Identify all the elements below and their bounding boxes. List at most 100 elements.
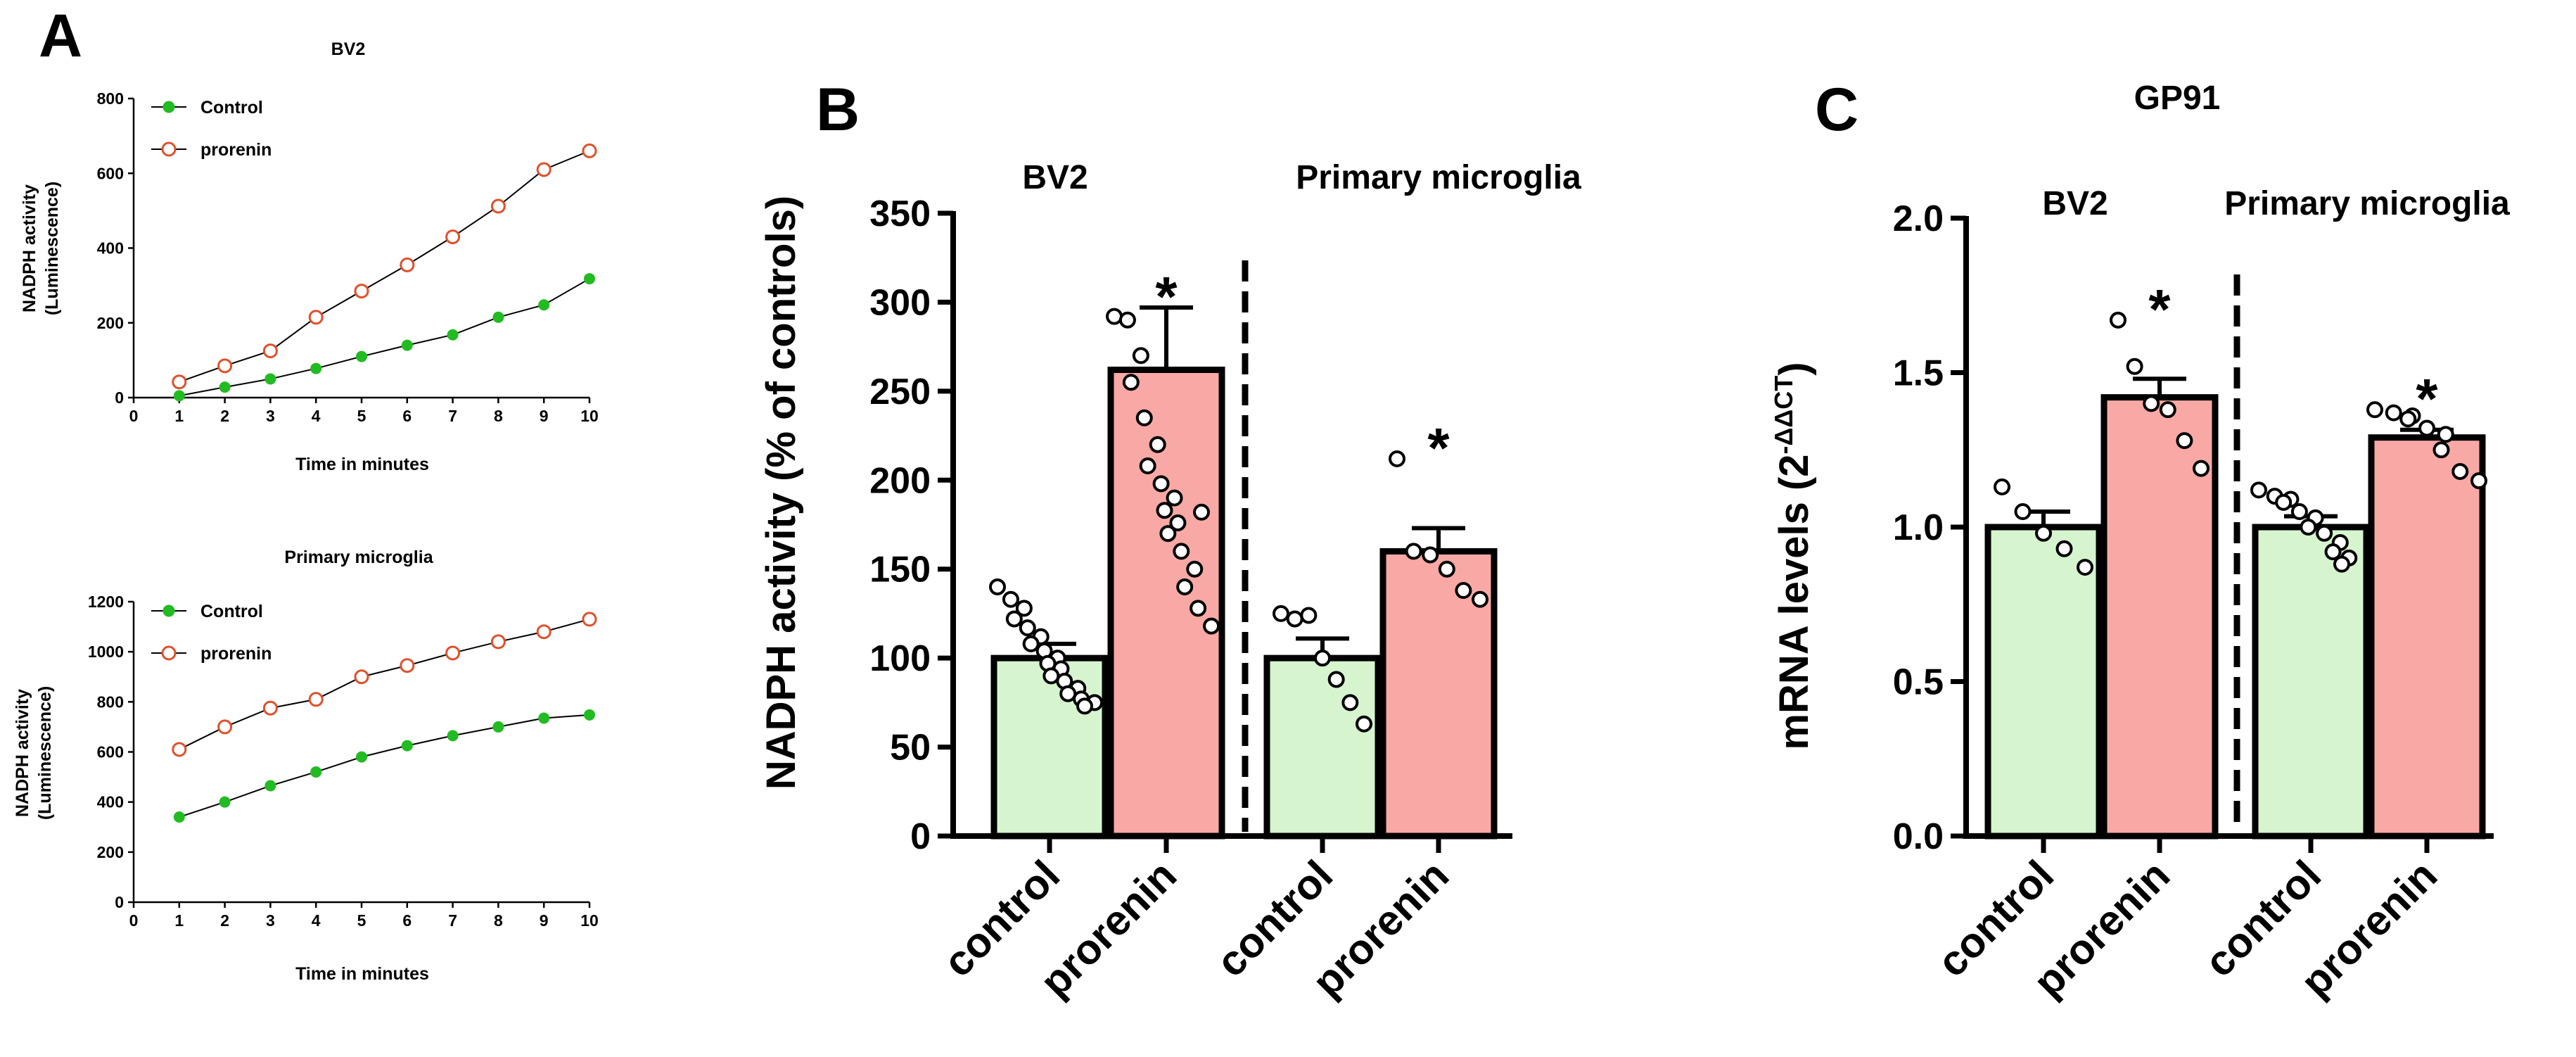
chart-a1-point-control	[219, 381, 231, 393]
chart-a1-point-control	[310, 362, 322, 374]
chart-b-data-point	[1314, 650, 1331, 667]
chart-b-data-point	[1122, 374, 1140, 391]
chart-c-data-point	[2143, 395, 2160, 412]
chart-c-data-point	[2324, 543, 2342, 561]
chart-a1: BV2 0 200 400 600 800 0 1 2 3 4 5 6 7 8 9 10 NADPH acti…	[20, 39, 599, 474]
chart-b-ytick-label: 300	[869, 282, 931, 323]
chart-c-data-point	[2290, 503, 2308, 521]
chart-a2-xtick-label: 6	[402, 911, 412, 930]
chart-a1-ytick-label: 400	[97, 239, 124, 258]
chart-a1-xtick-label: 4	[312, 407, 321, 425]
chart-b-data-point	[1203, 617, 1220, 635]
chart-c-ytick-label: 2.0	[1893, 198, 1944, 239]
chart-a2-xtick-label: 7	[448, 911, 457, 930]
chart-a1-ytick-label: 200	[97, 314, 124, 332]
panel-letter-b: B	[816, 76, 860, 144]
chart-a2-xtick-label: 2	[220, 911, 229, 930]
legend-prorenin-label: prorenin	[200, 140, 272, 160]
chart-a2-series-prorenin-line	[179, 618, 590, 750]
chart-c-data-point	[2126, 357, 2143, 375]
chart-a2-ytick-label: 400	[97, 793, 124, 811]
chart-a1-xtick-label: 10	[580, 407, 599, 425]
chart-b-data-point	[1156, 502, 1173, 519]
chart-c-data-point	[2055, 540, 2073, 557]
chart-b-data-point	[1327, 671, 1345, 688]
legend-prorenin-marker	[161, 141, 177, 157]
chart-b-data-point	[1190, 600, 1207, 617]
chart-c-ytick-label: 0.0	[1893, 816, 1944, 857]
chart-b-data-point	[1132, 347, 1149, 365]
chart-c-data-point	[2385, 404, 2402, 422]
chart-c-group-primary: Primary microglia	[2224, 185, 2510, 222]
chart-a2-point-prorenin	[582, 612, 597, 627]
chart-a2-point-prorenin	[262, 700, 278, 716]
chart-b-ytick-label: 0	[910, 816, 931, 857]
chart-b-data-point	[1159, 525, 1177, 543]
chart-b-ytick-label: 200	[869, 460, 931, 501]
chart-a2: Primary microglia 0 200 400 600 800 1000 1200 0…	[13, 548, 599, 984]
legend-prorenin-label: prorenin	[200, 644, 272, 664]
chart-c-data-point	[2300, 519, 2317, 536]
chart-c-data-point	[2432, 441, 2450, 459]
chart-a1-xtick-label: 6	[402, 407, 412, 425]
chart-c-data-point	[2333, 555, 2350, 573]
legend-control-marker	[162, 101, 175, 113]
chart-b-data-point	[1286, 610, 1303, 628]
chart-c-ytick-label: 0.5	[1893, 662, 1944, 703]
chart-b-data-point	[1422, 546, 1439, 564]
chart-a2-point-control	[356, 751, 367, 763]
chart-b-data-point	[1106, 308, 1123, 325]
chart-b-data-point	[1176, 578, 1194, 595]
chart-a1-point-control	[356, 350, 367, 362]
chart-b-data-point	[1472, 590, 1488, 608]
chart-a1-ytick-label: 800	[97, 89, 124, 108]
chart-c-significance-star: *	[2148, 278, 2171, 341]
chart-b-ytick-label: 50	[890, 728, 931, 768]
chart-a2-series-control-line	[179, 714, 590, 818]
legend-control-label: Control	[200, 602, 263, 621]
chart-a1-ylabel-line1: NADPH activity	[20, 184, 39, 312]
chart-a2-ylabel-line2: (Luminescence)	[35, 686, 55, 820]
chart-b-data-point	[1019, 619, 1036, 637]
chart-a1-point-prorenin	[582, 143, 597, 158]
chart-a2-point-control	[401, 740, 413, 752]
chart-c-data-point	[2418, 419, 2435, 437]
chart-a2-point-control	[173, 811, 185, 823]
chart-a1-xtick-label: 7	[448, 407, 457, 425]
chart-c-data-point	[1994, 478, 2010, 495]
chart-c-data-point	[2176, 432, 2193, 450]
chart-a1-point-prorenin	[536, 162, 551, 177]
chart-c-data-point	[2451, 462, 2469, 480]
panel-letter-c: C	[1815, 76, 1858, 144]
chart-a1-point-control	[447, 329, 459, 341]
chart-b-data-point	[1166, 489, 1183, 507]
chart-a2-xtick-label: 3	[266, 911, 275, 930]
chart-b-data-point	[1022, 635, 1040, 652]
chart-a2-point-prorenin	[400, 658, 415, 673]
chart-b-data-point	[1135, 409, 1153, 426]
chart-a2-point-control	[447, 730, 459, 742]
chart-b-ytick-label: 150	[869, 550, 931, 590]
chart-a1-xtick-label: 3	[266, 407, 275, 425]
chart-b-data-point	[1405, 543, 1422, 560]
chart-a2-xtick-label: 4	[312, 911, 321, 930]
chart-a1-xtick-label: 5	[357, 407, 366, 425]
chart-a2-ytick-label: 600	[97, 743, 124, 761]
legend-control-marker	[162, 605, 175, 617]
chart-a2-point-control	[310, 766, 322, 778]
chart-a1-point-control	[538, 299, 550, 311]
chart-c-data-point	[2035, 524, 2052, 542]
chart-a1-point-prorenin	[400, 257, 415, 272]
chart-c-significance-star: *	[2416, 367, 2438, 430]
chart-a1-title: BV2	[331, 39, 366, 59]
chart-a2-legend: Control prorenin	[151, 602, 272, 664]
chart-a2-point-prorenin	[308, 692, 324, 707]
legend-prorenin-marker	[161, 645, 177, 661]
chart-c-data-point	[2250, 481, 2267, 499]
chart-a2-ytick-label: 800	[97, 692, 124, 711]
chart-c-ytick-label: 1.0	[1893, 507, 1944, 548]
chart-b-data-point	[1015, 600, 1033, 617]
